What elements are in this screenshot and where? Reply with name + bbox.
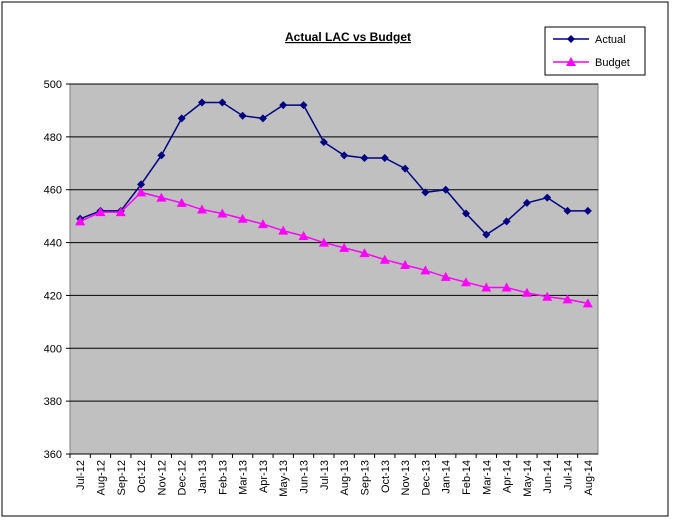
marker	[360, 154, 369, 162]
marker	[298, 230, 309, 240]
x-tick-label: Jun-14	[542, 460, 554, 494]
marker	[258, 114, 267, 123]
marker	[75, 216, 86, 226]
x-tick-label: Jan-14	[441, 460, 453, 494]
marker	[380, 154, 389, 162]
marker	[461, 277, 471, 287]
y-tick-label: 460	[44, 185, 62, 197]
marker	[583, 206, 592, 215]
y-tick-label: 360	[44, 449, 62, 461]
marker	[567, 35, 575, 43]
x-tick-label: Nov-12	[156, 460, 168, 495]
x-tick-label: Dec-13	[420, 460, 432, 495]
marker	[582, 298, 593, 308]
x-tick-label: Jul-12	[75, 460, 87, 490]
marker	[482, 230, 491, 239]
marker	[379, 254, 390, 264]
marker	[95, 207, 106, 217]
y-tick-label: 440	[44, 238, 62, 250]
marker	[257, 219, 268, 229]
marker	[441, 185, 450, 194]
y-tick-label: 500	[44, 79, 62, 91]
marker	[319, 138, 328, 147]
x-tick-label: May-14	[522, 460, 534, 497]
x-tick-label: Mar-14	[481, 460, 493, 495]
marker	[542, 291, 553, 301]
marker	[115, 207, 126, 217]
marker	[502, 217, 511, 226]
marker	[400, 260, 411, 270]
marker	[278, 225, 289, 235]
marker	[440, 271, 451, 281]
legend-box	[544, 26, 646, 76]
x-tick-label: Aug-14	[583, 460, 595, 495]
x-tick-label: Jul-13	[319, 460, 331, 490]
series-line	[79, 101, 588, 236]
plot-area	[69, 83, 599, 455]
legend-label: Budget	[595, 57, 630, 69]
x-tick-label: Jun-13	[299, 460, 311, 494]
marker	[156, 192, 167, 202]
chart-title: Actual LAC vs Budget	[285, 30, 411, 44]
x-tick-label: Feb-14	[461, 460, 473, 495]
x-tick-label: Dec-12	[177, 460, 189, 495]
marker	[176, 197, 187, 207]
marker	[501, 282, 512, 292]
x-tick-label: May-13	[278, 460, 290, 497]
marker	[238, 111, 247, 120]
marker	[566, 57, 576, 66]
x-tick-label: Oct-12	[136, 460, 148, 493]
x-tick-label: Apr-13	[258, 460, 270, 493]
x-tick-label: Apr-14	[502, 460, 514, 493]
marker	[401, 164, 410, 173]
x-tick-label: Jul-14	[563, 460, 575, 490]
marker	[462, 209, 470, 218]
marker	[318, 237, 329, 247]
x-tick-label: Aug-12	[95, 460, 107, 495]
marker	[237, 213, 248, 223]
marker	[421, 188, 430, 197]
x-tick-label: Sep-13	[359, 460, 371, 495]
marker	[543, 193, 552, 202]
x-tick-label: Mar-13	[238, 460, 250, 495]
marker	[218, 98, 227, 107]
marker	[481, 282, 492, 292]
marker	[136, 187, 147, 197]
marker	[340, 151, 349, 160]
y-tick-label: 420	[44, 290, 62, 302]
marker	[562, 294, 573, 304]
marker	[521, 287, 532, 297]
marker	[420, 265, 431, 275]
marker	[279, 101, 288, 110]
x-tick-label: Oct-13	[380, 460, 392, 493]
x-tick-label: Jan-13	[197, 460, 209, 494]
x-tick-label: Aug-13	[339, 460, 351, 495]
y-tick-label: 480	[44, 132, 62, 144]
y-tick-label: 380	[44, 396, 62, 408]
marker	[339, 242, 350, 252]
marker	[177, 114, 186, 123]
marker	[197, 204, 207, 214]
x-tick-label: Sep-12	[116, 460, 128, 495]
series-line	[79, 191, 588, 305]
marker	[198, 98, 206, 107]
marker	[522, 198, 531, 207]
marker	[563, 206, 572, 215]
marker	[299, 101, 308, 110]
y-tick-label: 400	[44, 343, 62, 355]
marker	[217, 208, 228, 218]
marker	[137, 180, 146, 189]
legend-label: Actual	[595, 34, 626, 46]
marker	[157, 151, 166, 160]
marker	[359, 248, 370, 258]
x-tick-label: Feb-13	[217, 460, 229, 495]
x-tick-label: Nov-13	[400, 460, 412, 495]
